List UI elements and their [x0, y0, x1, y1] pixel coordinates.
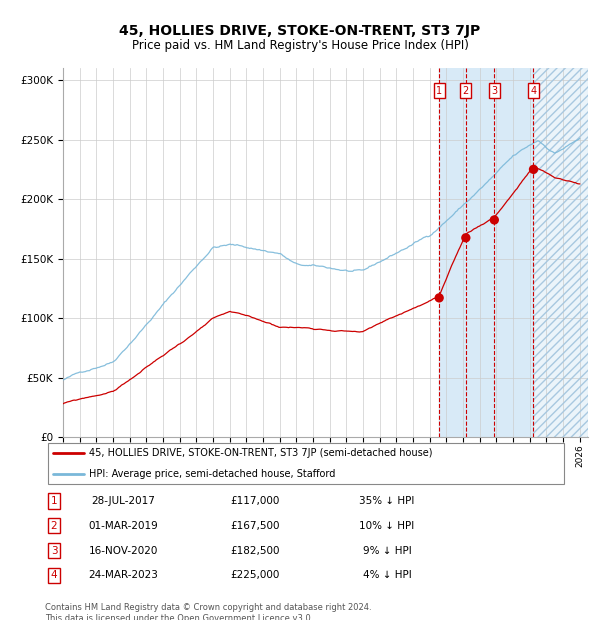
Text: 10% ↓ HPI: 10% ↓ HPI [359, 521, 415, 531]
FancyBboxPatch shape [47, 443, 565, 484]
Text: 1: 1 [50, 496, 58, 506]
Bar [533, 68, 588, 437]
Text: 01-MAR-2019: 01-MAR-2019 [88, 521, 158, 531]
Text: £225,000: £225,000 [230, 570, 280, 580]
Text: 9% ↓ HPI: 9% ↓ HPI [362, 546, 412, 556]
Text: 3: 3 [491, 86, 497, 96]
Text: 45, HOLLIES DRIVE, STOKE-ON-TRENT, ST3 7JP: 45, HOLLIES DRIVE, STOKE-ON-TRENT, ST3 7… [119, 24, 481, 38]
Text: 1: 1 [436, 86, 442, 96]
Point [529, 164, 538, 174]
Text: 16-NOV-2020: 16-NOV-2020 [88, 546, 158, 556]
Bar [533, 68, 588, 437]
Text: 4% ↓ HPI: 4% ↓ HPI [362, 570, 412, 580]
Text: HPI: Average price, semi-detached house, Stafford: HPI: Average price, semi-detached house,… [89, 469, 336, 479]
Point [490, 215, 499, 225]
Text: £182,500: £182,500 [230, 546, 280, 556]
Bar [439, 68, 533, 437]
Text: £167,500: £167,500 [230, 521, 280, 531]
Point [461, 233, 470, 243]
Text: 45, HOLLIES DRIVE, STOKE-ON-TRENT, ST3 7JP (semi-detached house): 45, HOLLIES DRIVE, STOKE-ON-TRENT, ST3 7… [89, 448, 433, 458]
Text: 2: 2 [50, 521, 58, 531]
Text: 28-JUL-2017: 28-JUL-2017 [91, 496, 155, 506]
Text: 4: 4 [530, 86, 536, 96]
Text: 24-MAR-2023: 24-MAR-2023 [88, 570, 158, 580]
Text: £117,000: £117,000 [230, 496, 280, 506]
Text: 35% ↓ HPI: 35% ↓ HPI [359, 496, 415, 506]
Text: 4: 4 [50, 570, 58, 580]
Point [434, 293, 444, 303]
Text: 3: 3 [50, 546, 58, 556]
Text: 2: 2 [463, 86, 469, 96]
Text: Contains HM Land Registry data © Crown copyright and database right 2024.
This d: Contains HM Land Registry data © Crown c… [45, 603, 371, 620]
Text: Price paid vs. HM Land Registry's House Price Index (HPI): Price paid vs. HM Land Registry's House … [131, 39, 469, 52]
